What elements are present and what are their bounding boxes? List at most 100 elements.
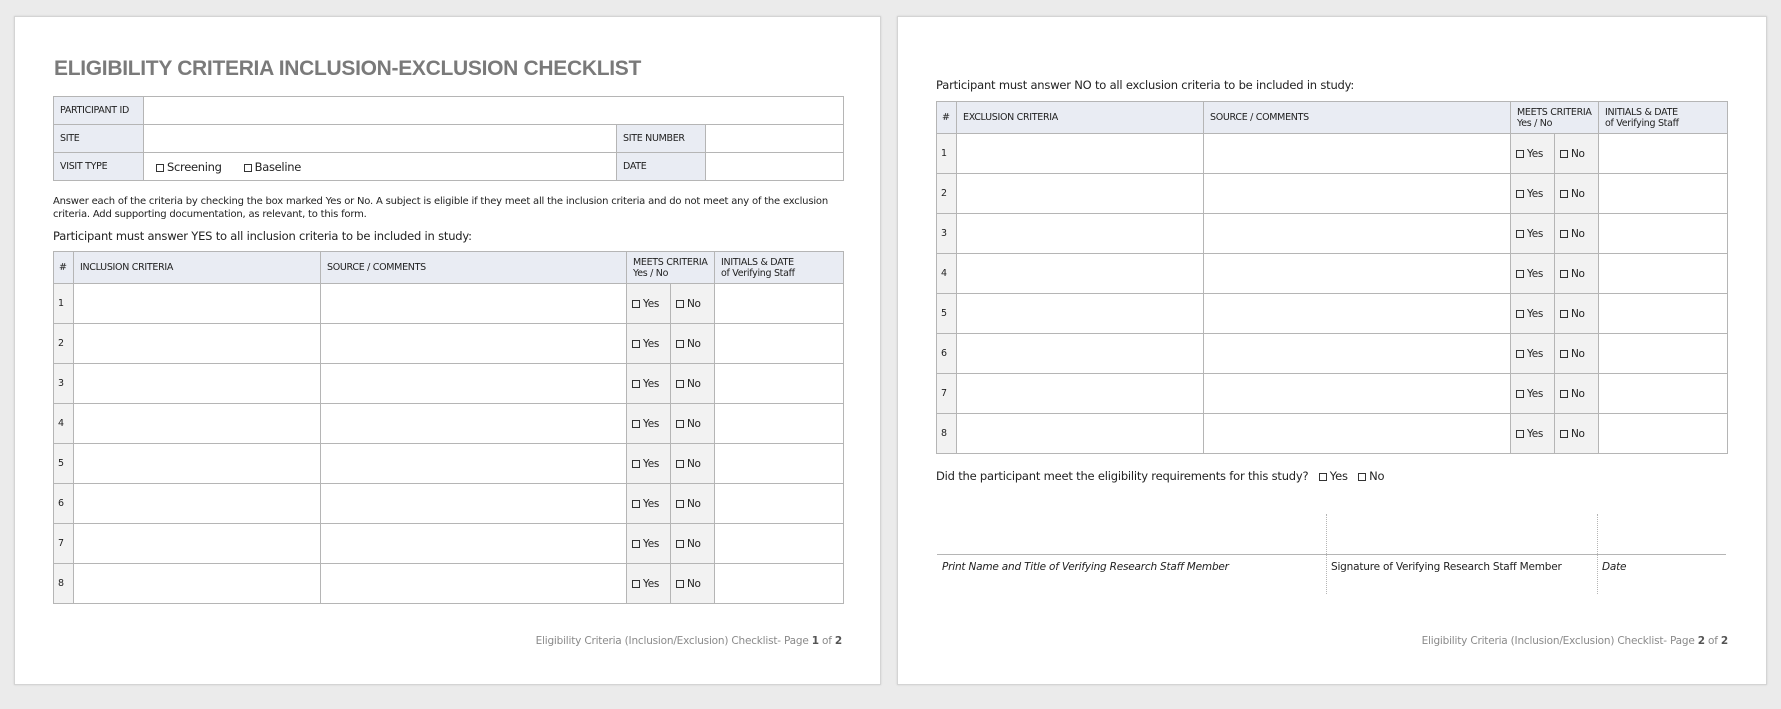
no-checkbox[interactable]: No [1553, 413, 1600, 454]
criteria-cell[interactable] [956, 253, 1204, 294]
initials-cell[interactable] [1598, 293, 1728, 334]
initials-cell[interactable] [714, 523, 844, 564]
screening-checkbox[interactable]: Screening [156, 160, 222, 174]
yes-checkbox[interactable]: Yes [1510, 293, 1555, 334]
criteria-cell[interactable] [73, 363, 321, 404]
no-checkbox[interactable]: No [669, 363, 716, 404]
initials-cell[interactable] [714, 483, 844, 524]
yes-checkbox[interactable]: Yes [626, 563, 671, 604]
checkbox-icon [676, 499, 684, 508]
no-checkbox[interactable]: No [669, 403, 716, 444]
criteria-cell[interactable] [956, 413, 1204, 454]
no-checkbox[interactable]: No [1553, 213, 1600, 254]
header-meets-criteria: MEETS CRITERIA Yes / No [1509, 101, 1600, 134]
no-checkbox[interactable]: No [669, 443, 716, 484]
initials-cell[interactable] [1598, 413, 1728, 454]
initials-cell[interactable] [714, 403, 844, 444]
print-name-field[interactable] [937, 514, 1326, 554]
source-cell[interactable] [320, 443, 627, 484]
site-number-field[interactable] [705, 124, 844, 153]
criteria-cell[interactable] [73, 563, 321, 604]
yes-checkbox[interactable]: Yes [1510, 373, 1555, 414]
date-field[interactable] [705, 152, 844, 181]
initials-cell[interactable] [1598, 253, 1728, 294]
initials-cell[interactable] [714, 443, 844, 484]
source-cell[interactable] [1203, 373, 1511, 414]
yes-checkbox[interactable]: Yes [626, 443, 671, 484]
yes-checkbox[interactable]: Yes [1510, 213, 1555, 254]
no-checkbox[interactable]: No [669, 323, 716, 364]
criteria-cell[interactable] [73, 283, 321, 324]
yes-checkbox[interactable]: Yes [626, 363, 671, 404]
header-initials: INITIALS & DATE of Verifying Staff [714, 251, 844, 284]
criteria-cell[interactable] [956, 333, 1204, 374]
criteria-cell[interactable] [956, 173, 1204, 214]
source-cell[interactable] [1203, 133, 1511, 174]
source-cell[interactable] [320, 523, 627, 564]
source-cell[interactable] [320, 363, 627, 404]
yes-checkbox[interactable]: Yes [626, 323, 671, 364]
source-cell[interactable] [320, 283, 627, 324]
yes-checkbox[interactable]: Yes [1510, 133, 1555, 174]
initials-cell[interactable] [1598, 133, 1728, 174]
initials-cell[interactable] [1598, 173, 1728, 214]
no-checkbox[interactable]: No [1553, 293, 1600, 334]
baseline-label: Baseline [254, 159, 302, 174]
criteria-cell[interactable] [73, 403, 321, 444]
yes-checkbox[interactable]: Yes [626, 483, 671, 524]
criteria-cell[interactable] [73, 483, 321, 524]
yes-checkbox[interactable]: Yes [626, 523, 671, 564]
source-cell[interactable] [1203, 253, 1511, 294]
checkbox-icon [1560, 429, 1568, 438]
criteria-cell[interactable] [956, 373, 1204, 414]
no-checkbox[interactable]: No [669, 483, 716, 524]
visit-type-label: VISIT TYPE [53, 152, 144, 181]
signature-field[interactable] [1327, 514, 1597, 554]
source-cell[interactable] [1203, 333, 1511, 374]
criteria-cell[interactable] [956, 133, 1204, 174]
yes-checkbox[interactable]: Yes [1510, 173, 1555, 214]
no-checkbox[interactable]: No [1553, 173, 1600, 214]
no-checkbox[interactable]: No [669, 563, 716, 604]
initials-cell[interactable] [1598, 213, 1728, 254]
yes-checkbox[interactable]: Yes [1510, 333, 1555, 374]
yes-checkbox[interactable]: Yes [1510, 413, 1555, 454]
checkbox-icon [243, 163, 252, 172]
no-checkbox[interactable]: No [1553, 333, 1600, 374]
initials-cell[interactable] [1598, 333, 1728, 374]
source-cell[interactable] [1203, 213, 1511, 254]
participant-id-field[interactable] [143, 96, 844, 125]
checkbox-icon [676, 539, 684, 548]
source-cell[interactable] [1203, 173, 1511, 214]
site-field[interactable] [143, 124, 617, 153]
no-checkbox[interactable]: No [1553, 133, 1600, 174]
source-cell[interactable] [1203, 293, 1511, 334]
initials-cell[interactable] [714, 363, 844, 404]
no-checkbox[interactable]: No [669, 283, 716, 324]
criteria-cell[interactable] [73, 523, 321, 564]
baseline-checkbox[interactable]: Baseline [243, 159, 302, 174]
initials-cell[interactable] [714, 323, 844, 364]
no-checkbox[interactable]: No [1553, 253, 1600, 294]
yes-checkbox[interactable]: Yes [626, 283, 671, 324]
criteria-cell[interactable] [956, 213, 1204, 254]
no-checkbox[interactable]: No [1553, 373, 1600, 414]
no-checkbox[interactable]: No [669, 523, 716, 564]
date-signed-field[interactable] [1598, 514, 1726, 554]
source-cell[interactable] [320, 483, 627, 524]
source-cell[interactable] [1203, 413, 1511, 454]
source-cell[interactable] [320, 403, 627, 444]
initials-cell[interactable] [714, 283, 844, 324]
criteria-cell[interactable] [956, 293, 1204, 334]
print-name-label: Print Name and Title of Verifying Resear… [942, 561, 1229, 573]
criteria-cell[interactable] [73, 323, 321, 364]
eligible-no-checkbox[interactable]: No [1358, 469, 1385, 483]
source-cell[interactable] [320, 323, 627, 364]
source-cell[interactable] [320, 563, 627, 604]
criteria-cell[interactable] [73, 443, 321, 484]
yes-checkbox[interactable]: Yes [1510, 253, 1555, 294]
initials-cell[interactable] [1598, 373, 1728, 414]
yes-checkbox[interactable]: Yes [626, 403, 671, 444]
initials-cell[interactable] [714, 563, 844, 604]
eligible-yes-checkbox[interactable]: Yes [1318, 469, 1348, 483]
